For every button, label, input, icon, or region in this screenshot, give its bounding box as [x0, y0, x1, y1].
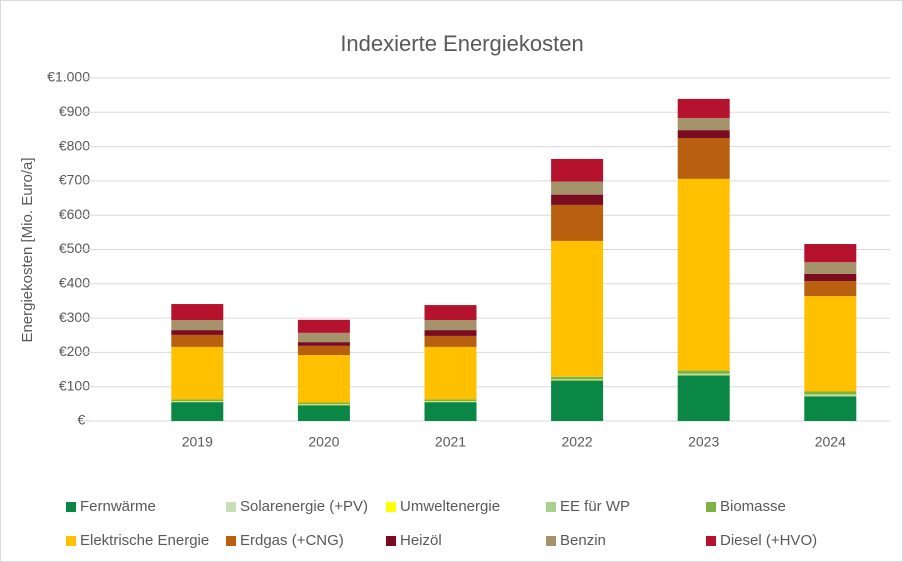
bar-segment	[297, 402, 350, 405]
y-tick-label: €300	[59, 309, 90, 325]
legend-label: Benzin	[560, 532, 606, 549]
legend-swatch	[226, 536, 236, 546]
bar-segment	[551, 204, 604, 241]
chart-title: Indexierte Energiekosten	[340, 31, 583, 56]
bar-segment	[424, 335, 477, 347]
bar-segment	[171, 399, 224, 402]
legend-label: Solarenergie (+PV)	[240, 498, 368, 515]
bar-segment	[677, 370, 730, 374]
bar-segment	[297, 345, 350, 356]
bar-segment	[677, 178, 730, 371]
y-tick-label: €-	[78, 412, 91, 428]
y-tick-label: €900	[59, 103, 90, 119]
bar-segment	[424, 320, 477, 331]
y-tick-label: €400	[59, 275, 90, 291]
legend-swatch	[706, 536, 716, 546]
bar-segment	[551, 240, 604, 377]
legend-swatch	[386, 536, 396, 546]
y-tick-label: €800	[59, 137, 90, 153]
x-tick-label: 2019	[182, 434, 213, 450]
bar-segment	[551, 194, 604, 205]
bar-segment	[424, 305, 477, 321]
y-axis-label: Energiekosten [Mio. Euro/a]	[19, 157, 36, 342]
legend-swatch	[66, 502, 76, 512]
bar-segment	[677, 373, 730, 375]
legend-label: Fernwärme	[80, 498, 156, 515]
bar-segment	[677, 375, 730, 421]
bar-segment	[804, 296, 857, 392]
y-tick-label: €1.000	[47, 69, 90, 85]
bar-segment	[297, 405, 350, 421]
bar-segment	[804, 394, 857, 396]
legend-label: Erdgas (+CNG)	[240, 532, 344, 549]
bar-segment	[804, 262, 857, 274]
legend-swatch	[226, 502, 236, 512]
bar-segment	[297, 332, 350, 343]
bar-segment	[171, 330, 224, 335]
x-tick-label: 2021	[435, 434, 466, 450]
x-tick-label: 2023	[688, 434, 719, 450]
bar-segment	[804, 281, 857, 297]
bar-segment	[551, 379, 604, 380]
legend-label: Elektrische Energie	[80, 532, 209, 549]
bar-segment	[424, 402, 477, 421]
bar-segment	[551, 376, 604, 380]
x-tick-label: 2022	[562, 434, 593, 450]
legend-swatch	[706, 502, 716, 512]
legend-swatch	[546, 502, 556, 512]
bar-segment	[171, 304, 224, 321]
legend-label: Diesel (+HVO)	[720, 532, 817, 549]
legend-label: Biomasse	[720, 498, 786, 515]
bar-segment	[297, 319, 350, 333]
bar-segment	[804, 396, 857, 421]
y-tick-label: €200	[59, 343, 90, 359]
legend-label: Umweltenergie	[400, 498, 500, 515]
bar-segment	[804, 391, 857, 395]
x-tick-label: 2024	[815, 434, 846, 450]
y-tick-label: €100	[59, 377, 90, 393]
bar-segment	[171, 402, 224, 421]
bar-segment	[171, 346, 224, 400]
bar-segment	[551, 181, 604, 195]
legend-swatch	[66, 536, 76, 546]
bar-segment	[677, 98, 730, 119]
x-tick-label: 2020	[308, 434, 339, 450]
bar-segment	[424, 399, 477, 402]
bar-segment	[804, 244, 857, 263]
bar-segment	[677, 130, 730, 139]
legend-swatch	[546, 536, 556, 546]
y-tick-label: €500	[59, 240, 90, 256]
bar-segment	[551, 158, 604, 182]
y-tick-label: €700	[59, 172, 90, 188]
legend-label: Heizöl	[400, 532, 442, 549]
legend-swatch	[386, 502, 396, 512]
bar-segment	[551, 380, 604, 421]
bar-segment	[677, 118, 730, 131]
bar-segment	[804, 273, 857, 282]
legend-label: EE für WP	[560, 498, 630, 515]
bar-segment	[171, 334, 224, 347]
y-tick-label: €600	[59, 206, 90, 222]
bar-segment	[297, 342, 350, 346]
bar-segment	[677, 138, 730, 179]
bar-segment	[297, 355, 350, 403]
bar-segment	[424, 346, 477, 400]
bar-segment	[171, 320, 224, 331]
bar-segment	[424, 330, 477, 336]
